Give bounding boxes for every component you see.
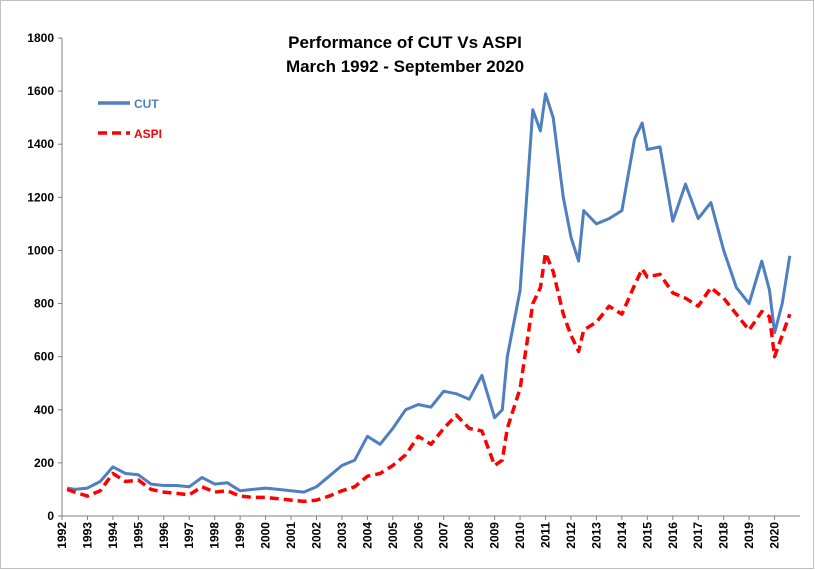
x-tick-label: 2012 xyxy=(564,522,578,549)
x-tick-label: 1998 xyxy=(208,522,222,549)
x-tick-label: 1993 xyxy=(80,522,94,549)
x-tick-label: 2010 xyxy=(513,522,527,549)
x-tick-label: 2000 xyxy=(259,522,273,549)
x-tick-label: 2011 xyxy=(539,522,553,548)
legend-label: CUT xyxy=(134,97,159,111)
x-tick-label: 1994 xyxy=(106,522,120,549)
y-tick-label: 1600 xyxy=(27,84,54,98)
x-tick-label: 2018 xyxy=(717,522,731,549)
x-tick-label: 2004 xyxy=(360,522,374,549)
x-tick-label: 2016 xyxy=(666,522,680,549)
x-tick-label: 2014 xyxy=(615,522,629,549)
y-tick-label: 400 xyxy=(34,403,54,417)
x-tick-label: 1999 xyxy=(233,522,247,549)
y-tick-label: 1800 xyxy=(27,31,54,45)
x-tick-label: 1995 xyxy=(131,522,145,549)
x-tick-label: 2005 xyxy=(386,522,400,549)
y-tick-label: 600 xyxy=(34,350,54,364)
x-tick-label: 2015 xyxy=(640,522,654,549)
y-tick-label: 0 xyxy=(47,509,54,523)
x-tick-label: 2019 xyxy=(742,522,756,549)
y-tick-label: 1200 xyxy=(27,190,54,204)
x-tick-label: 2009 xyxy=(488,522,502,549)
y-tick-label: 1400 xyxy=(27,137,54,151)
series-line xyxy=(66,92,792,494)
x-tick-label: 2003 xyxy=(335,522,349,549)
x-tick-label: 2001 xyxy=(284,522,298,549)
x-tick-label: 1996 xyxy=(157,522,171,549)
x-tick-label: 2007 xyxy=(437,522,451,549)
x-tick-label: 2013 xyxy=(589,522,603,549)
x-tick-label: 2002 xyxy=(309,522,323,549)
y-tick-label: 800 xyxy=(34,297,54,311)
chart-title: Performance of CUT Vs ASPI xyxy=(288,33,522,52)
y-tick-label: 1000 xyxy=(27,243,54,257)
x-tick-label: 2020 xyxy=(768,522,782,549)
y-tick-label: 200 xyxy=(34,456,54,470)
x-tick-label: 2006 xyxy=(411,522,425,549)
chart-subtitle: March 1992 - September 2020 xyxy=(286,57,524,76)
x-tick-label: 2008 xyxy=(462,522,476,549)
x-tick-label: 2017 xyxy=(691,522,705,549)
x-tick-label: 1997 xyxy=(182,522,196,549)
series-line xyxy=(66,251,792,504)
legend-label: ASPI xyxy=(134,127,162,141)
x-tick-label: 1992 xyxy=(55,522,69,549)
